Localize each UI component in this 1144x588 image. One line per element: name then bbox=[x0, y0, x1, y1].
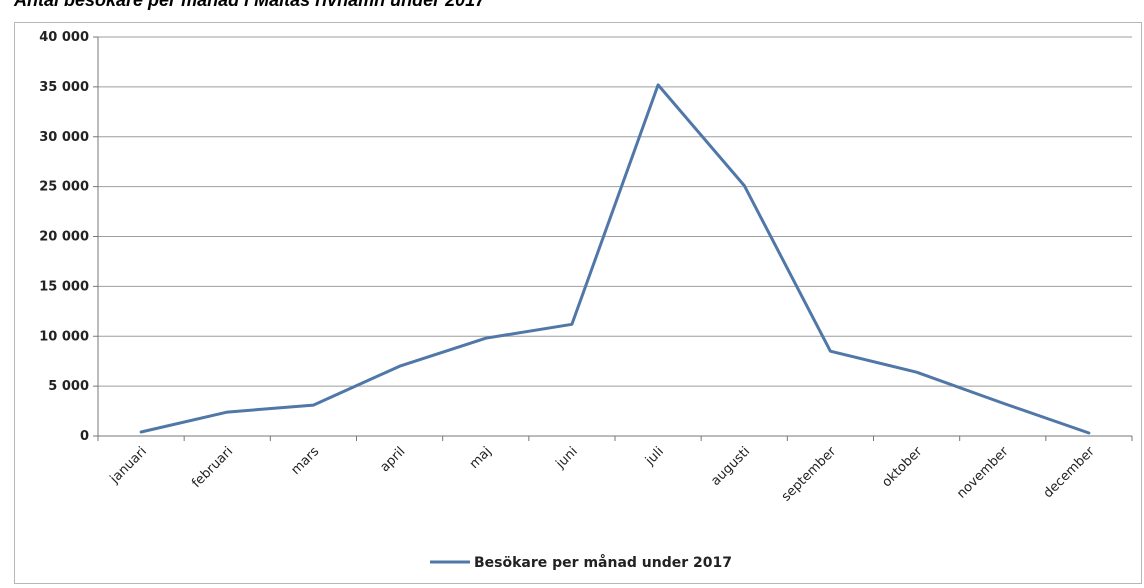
x-tick-label: mars bbox=[288, 444, 322, 478]
legend: Besökare per månad under 2017 bbox=[430, 554, 732, 571]
y-tick-label: 35 000 bbox=[39, 80, 89, 95]
x-tick-label: juli bbox=[642, 444, 667, 469]
x-tick-label: oktober bbox=[879, 444, 926, 491]
y-tick-labels: 0 5 000 10 000 15 000 20 000 25 000 30 000 35 0… bbox=[39, 30, 89, 444]
y-tick-label: 40 000 bbox=[39, 30, 89, 45]
x-tick-label: april bbox=[377, 444, 408, 475]
series-lines bbox=[139, 83, 1091, 435]
y-tick-label: 10 000 bbox=[39, 329, 89, 344]
x-tick-label: september bbox=[779, 444, 840, 505]
grid-lines bbox=[98, 36, 1132, 387]
y-tick-label: 15 000 bbox=[39, 279, 89, 294]
x-tick-label: augusti bbox=[708, 444, 753, 489]
y-tick-label: 30 000 bbox=[39, 130, 89, 145]
y-tick-label: 0 bbox=[80, 429, 89, 444]
y-tick-label: 25 000 bbox=[39, 180, 89, 195]
axes bbox=[93, 36, 1133, 441]
y-tick-label: 5 000 bbox=[48, 379, 89, 394]
series-line bbox=[139, 83, 1091, 435]
x-tick-label: december bbox=[1041, 444, 1098, 501]
x-tick-label: juni bbox=[553, 444, 581, 472]
x-tick-label: november bbox=[954, 444, 1012, 502]
x-tick-label: maj bbox=[467, 444, 495, 472]
legend-label: Besökare per månad under 2017 bbox=[474, 554, 732, 571]
x-tick-label: januari bbox=[107, 444, 150, 487]
x-tick-labels: januari februari mars april maj juni juli augus… bbox=[107, 444, 1098, 505]
y-tick-label: 20 000 bbox=[39, 230, 89, 245]
x-tick-label: februari bbox=[189, 444, 236, 491]
page-title: Antal besökare per månad i Maltas rivham… bbox=[14, 0, 486, 10]
